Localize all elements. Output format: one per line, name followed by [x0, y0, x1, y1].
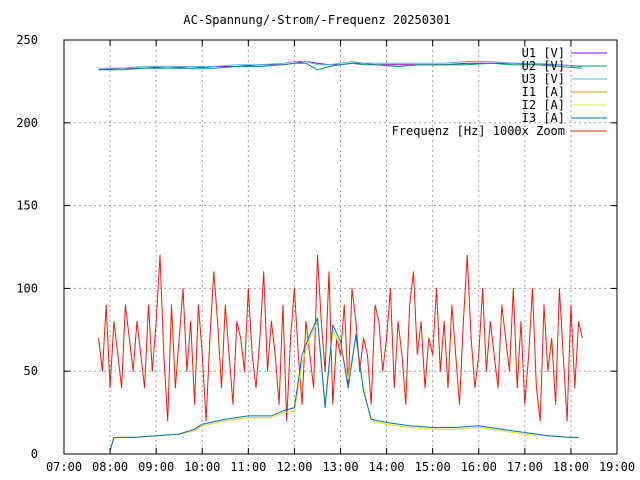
x-tick-label: 12:00 — [276, 460, 312, 474]
y-tick-label: 200 — [16, 116, 38, 130]
legend-label: Frequenz [Hz] 1000x Zoom — [392, 124, 565, 138]
x-tick-label: 14:00 — [369, 460, 405, 474]
x-tick-label: 13:00 — [322, 460, 358, 474]
x-tick-label: 09:00 — [138, 460, 174, 474]
legend-label: U2 [V] — [522, 59, 565, 73]
y-tick-label: 150 — [16, 199, 38, 213]
legend-label: I2 [A] — [522, 98, 565, 112]
x-tick-label: 18:00 — [553, 460, 589, 474]
x-tick-label: 07:00 — [46, 460, 82, 474]
x-tick-label: 10:00 — [184, 460, 220, 474]
x-tick-label: 17:00 — [507, 460, 543, 474]
y-tick-label: 250 — [16, 33, 38, 47]
legend-label: U3 [V] — [522, 72, 565, 86]
x-tick-label: 15:00 — [415, 460, 451, 474]
x-tick-label: 19:00 — [599, 460, 635, 474]
x-tick-label: 08:00 — [92, 460, 128, 474]
chart-title: AC-Spannung/-Strom/-Frequenz 20250301 — [183, 13, 450, 27]
legend-label: I1 [A] — [522, 85, 565, 99]
y-tick-label: 0 — [31, 447, 38, 461]
y-tick-label: 50 — [24, 364, 38, 378]
y-tick-label: 100 — [16, 281, 38, 295]
legend-label: I3 [A] — [522, 111, 565, 125]
x-tick-label: 16:00 — [461, 460, 497, 474]
legend-label: U1 [V] — [522, 46, 565, 60]
x-tick-label: 11:00 — [230, 460, 266, 474]
